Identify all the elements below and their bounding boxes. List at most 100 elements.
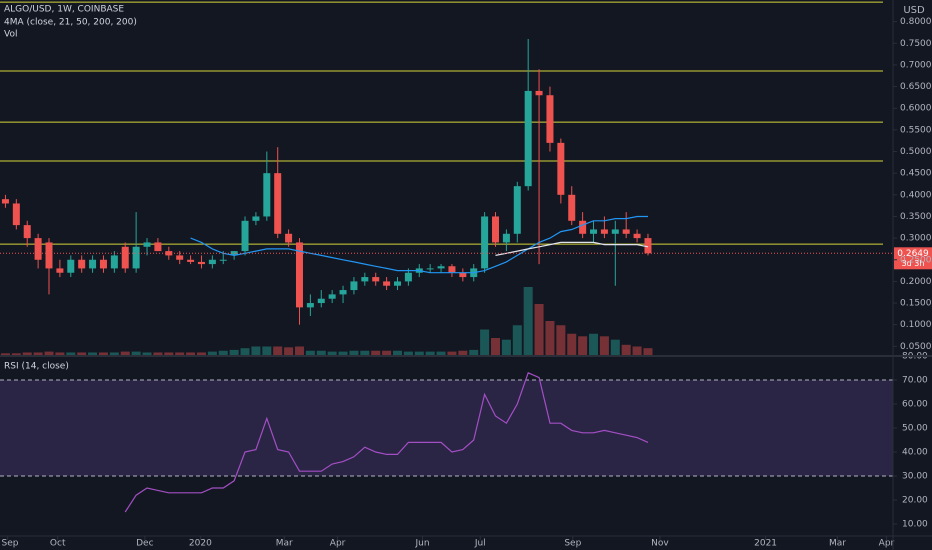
volume-bar xyxy=(643,348,653,355)
volume-bar xyxy=(33,352,43,355)
candle-body xyxy=(12,203,20,226)
candle-body xyxy=(328,294,336,299)
candle-body xyxy=(339,290,347,295)
candle-body xyxy=(600,229,608,234)
volume-bar xyxy=(284,347,294,355)
y-tick-label: 70.00 xyxy=(902,376,928,386)
candle-body xyxy=(263,173,271,217)
currency: USD xyxy=(903,5,925,16)
moving-average xyxy=(495,241,649,256)
volume-bar xyxy=(458,350,468,355)
ma-legend: 4MA (close, 21, 50, 200, 200) xyxy=(4,18,137,28)
candle-body xyxy=(568,194,576,221)
volume-bar xyxy=(414,351,424,355)
volume-bar xyxy=(175,352,185,355)
y-tick-label: 0.0500 xyxy=(900,342,932,352)
x-tick-label: Dec xyxy=(136,539,153,549)
volume-bar xyxy=(567,333,577,355)
volume-bar xyxy=(589,333,599,355)
candle-body xyxy=(56,268,64,273)
candle-body xyxy=(241,220,249,252)
candle-body xyxy=(393,281,401,286)
x-tick-label: Sep xyxy=(564,539,581,549)
candle-body xyxy=(89,259,97,269)
candle-body xyxy=(535,90,543,96)
candle-body xyxy=(459,272,467,278)
volume-bar xyxy=(305,350,315,355)
y-tick-label: 0.4000 xyxy=(900,190,932,200)
volume-bar xyxy=(186,352,196,355)
x-tick-label: Nov xyxy=(651,539,669,549)
candle-body xyxy=(306,303,314,308)
volume-bar xyxy=(599,336,609,355)
candle-body xyxy=(274,173,282,234)
volume-bar xyxy=(447,351,457,355)
candle-body xyxy=(372,277,380,282)
volume-bar xyxy=(98,352,108,355)
y-tick-label: 0.5000 xyxy=(900,147,932,157)
candle-body xyxy=(317,298,325,304)
y-tick-label: 0.6500 xyxy=(900,82,932,92)
candle-body xyxy=(187,259,195,262)
candle-body xyxy=(404,272,412,282)
volume-bar xyxy=(523,287,533,355)
y-tick-label: 0.6000 xyxy=(900,104,932,114)
volume-bar xyxy=(338,351,348,355)
volume-bar xyxy=(425,351,435,355)
x-tick-label: Apr xyxy=(330,539,346,549)
countdown-label: 3d 3h xyxy=(902,259,925,268)
y-tick-label: 60.00 xyxy=(902,400,928,410)
y-tick-label: 0.5500 xyxy=(900,125,932,135)
volume-bar xyxy=(632,346,642,355)
candle-body xyxy=(426,268,434,270)
candle-body xyxy=(110,255,118,269)
volume-bar xyxy=(578,336,588,355)
y-tick-label: 50.00 xyxy=(902,424,928,434)
volume-bar xyxy=(240,348,250,355)
candle-body xyxy=(622,229,630,234)
volume-bar xyxy=(109,352,119,355)
volume-bar xyxy=(545,321,555,355)
y-tick-label: 20.00 xyxy=(902,496,928,506)
volume-bar xyxy=(77,352,87,355)
volume-bar xyxy=(382,350,392,355)
volume-bar xyxy=(556,325,566,355)
volume-bar xyxy=(512,325,522,355)
x-tick-label: Oct xyxy=(50,539,66,549)
volume-bar xyxy=(262,346,272,355)
volume-bar xyxy=(349,350,359,355)
x-tick-label: Mar xyxy=(829,539,846,549)
volume-bar xyxy=(327,351,337,355)
candle-body xyxy=(590,229,598,234)
candle-body xyxy=(524,90,532,187)
candle-body xyxy=(154,242,162,252)
candle-body xyxy=(23,225,31,239)
volume-bar xyxy=(392,350,402,355)
symbol-title: ALGO/USD, 1W, COINBASE xyxy=(4,5,124,15)
candle-body xyxy=(492,216,500,243)
y-tick-label: 0.7000 xyxy=(900,60,932,70)
volume-bar xyxy=(251,346,261,355)
candle-body xyxy=(121,246,129,269)
candle-body xyxy=(361,277,369,282)
volume-bar xyxy=(273,346,283,355)
volume-bar xyxy=(360,350,370,355)
y-tick-label: 0.3000 xyxy=(900,234,932,244)
candle-body xyxy=(383,281,391,286)
candle-body xyxy=(143,242,151,247)
x-tick-label: 2021 xyxy=(754,539,777,549)
candle-body xyxy=(252,216,260,221)
volume-bar xyxy=(0,353,10,355)
candle-body xyxy=(285,233,293,243)
volume-bar xyxy=(11,353,21,355)
candle-body xyxy=(502,233,510,243)
candle-body xyxy=(644,238,652,254)
volume-bar xyxy=(218,350,228,355)
candle-body xyxy=(579,220,587,234)
x-tick-label: Mar xyxy=(276,539,293,549)
candle-body xyxy=(67,259,75,273)
volume-bar xyxy=(131,351,141,355)
volume-bar xyxy=(621,344,631,355)
